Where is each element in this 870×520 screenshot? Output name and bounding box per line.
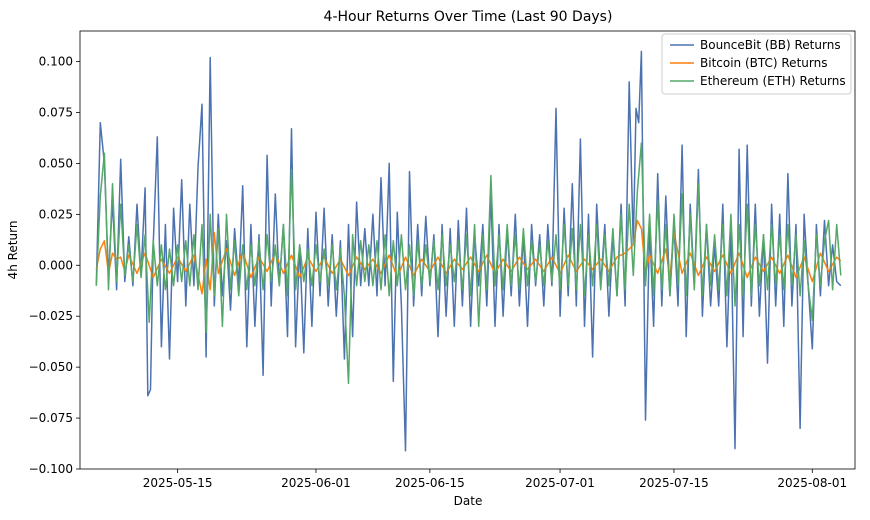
y-tick-label: −0.100 (29, 462, 73, 476)
y-tick-label: 0.075 (39, 105, 73, 119)
legend-label-eth: Ethereum (ETH) Returns (700, 74, 846, 88)
x-tick-label: 2025-05-15 (143, 476, 213, 490)
y-tick-label: −0.075 (29, 411, 73, 425)
x-tick-label: 2025-07-01 (525, 476, 595, 490)
chart-title: 4-Hour Returns Over Time (Last 90 Days) (324, 9, 613, 25)
y-tick-label: 0.025 (39, 207, 73, 221)
y-axis-label: 4h Return (6, 221, 20, 280)
y-tick-label: 0.100 (39, 55, 73, 69)
x-tick-label: 2025-06-15 (395, 476, 465, 490)
legend-label-bb: BounceBit (BB) Returns (700, 38, 841, 52)
series-line-btc (95, 219, 842, 295)
legend: BounceBit (BB) Returns Bitcoin (BTC) Ret… (661, 33, 852, 95)
x-axis-label: Date (454, 494, 483, 508)
legend-box (661, 33, 852, 95)
y-tick-label: −0.025 (29, 309, 73, 323)
series-layer (95, 50, 842, 452)
y-tick-label: −0.050 (29, 360, 73, 374)
series-line-eth (95, 142, 842, 385)
x-axis: 2025-05-15 2025-06-01 2025-06-15 2025-07-01… (143, 469, 847, 490)
y-tick-label: 0.000 (39, 258, 73, 272)
x-tick-label: 2025-08-01 (777, 476, 847, 490)
y-axis: −0.100 −0.075 −0.050 −0.025 0.000 0.025 0.050 0… (29, 55, 80, 476)
y-tick-label: 0.050 (39, 156, 73, 170)
plot-area (79, 30, 856, 470)
x-tick-label: 2025-07-15 (639, 476, 709, 490)
legend-label-btc: Bitcoin (BTC) Returns (700, 56, 827, 70)
x-tick-label: 2025-06-01 (281, 476, 351, 490)
